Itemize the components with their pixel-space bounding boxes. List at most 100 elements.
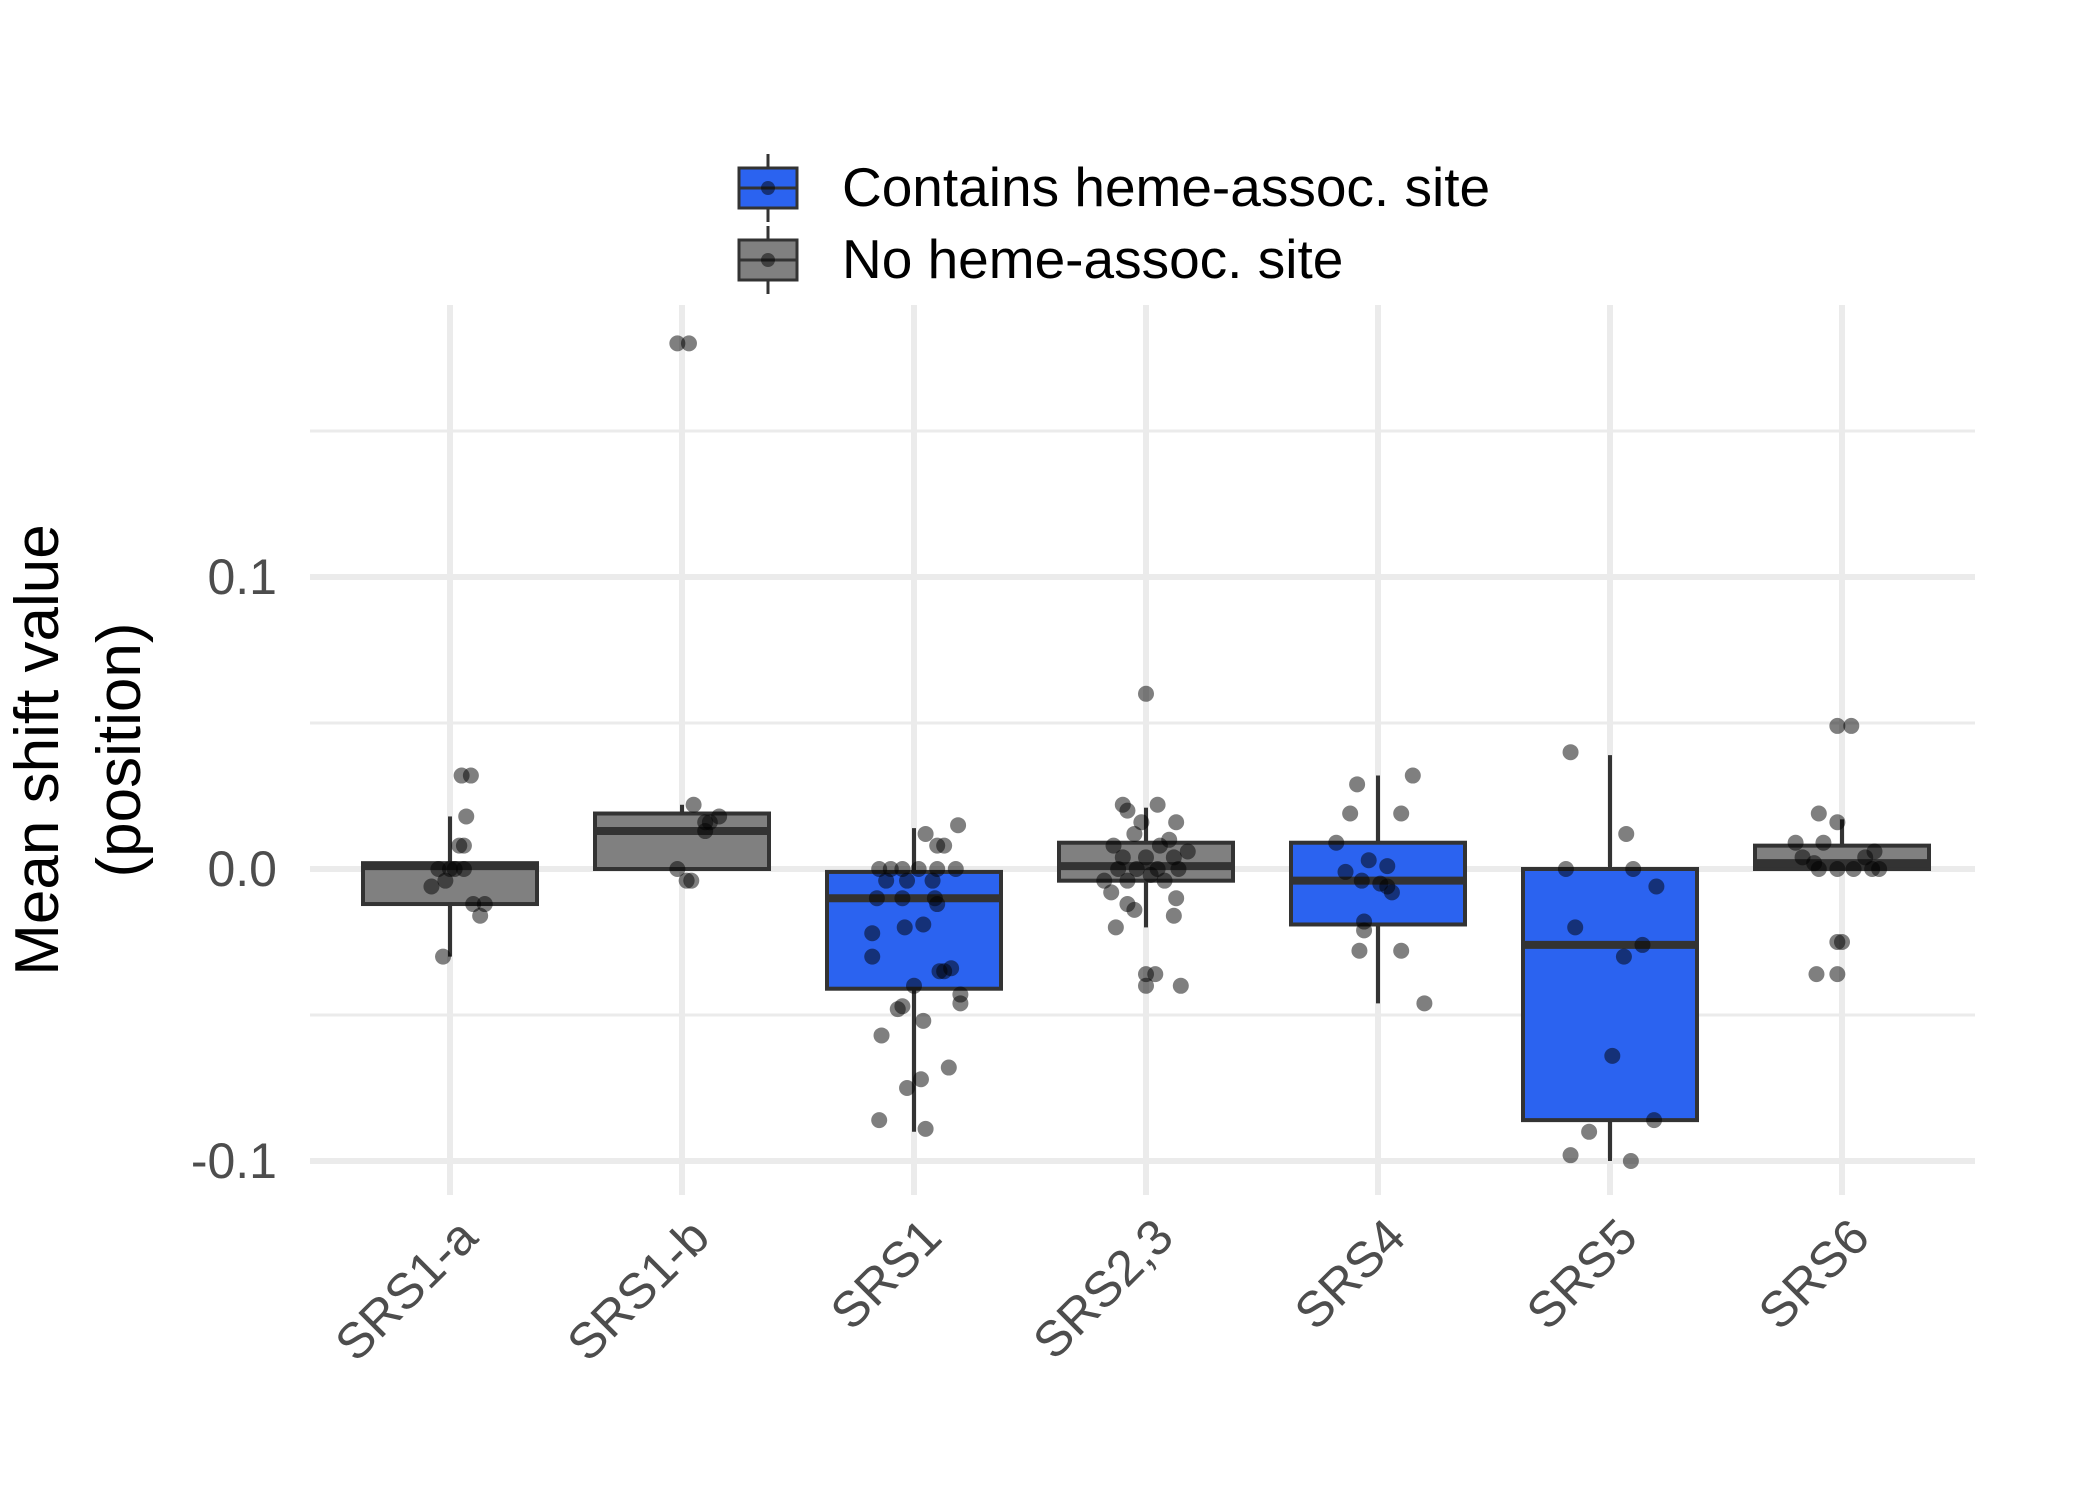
data-point — [1342, 805, 1359, 822]
grid — [310, 305, 1975, 1195]
data-point — [1179, 843, 1196, 860]
data-point — [1170, 861, 1187, 877]
data-point — [1625, 861, 1642, 877]
data-point — [950, 817, 967, 834]
legend: Contains heme-assoc. site No heme-assoc.… — [737, 154, 1490, 294]
data-point — [1328, 834, 1345, 851]
legend-label: Contains heme-assoc. site — [842, 156, 1490, 218]
data-point — [917, 1120, 934, 1137]
data-point — [1829, 717, 1846, 734]
data-point — [1379, 858, 1396, 875]
data-point — [929, 896, 946, 913]
data-point — [1562, 744, 1579, 761]
x-tick-label: SRS1-a — [324, 1208, 488, 1372]
data-point — [899, 1080, 916, 1096]
data-point — [1107, 919, 1124, 936]
data-point — [947, 861, 964, 877]
data-point — [1404, 767, 1421, 784]
x-tick-label: SRS1 — [820, 1208, 952, 1340]
data-point — [683, 872, 700, 889]
data-point — [1843, 717, 1860, 734]
data-point — [437, 872, 454, 889]
data-point — [1349, 776, 1366, 793]
data-point — [1151, 837, 1168, 854]
data-point — [669, 861, 686, 877]
data-point — [1383, 884, 1400, 901]
data-point — [896, 919, 913, 936]
data-point — [952, 995, 969, 1012]
data-point — [1866, 843, 1883, 860]
x-axis-tick-labels: SRS1-a SRS1-b SRS1 SRS2,3 SRS4 SRS5 SRS6 — [324, 1208, 1879, 1372]
data-point — [1351, 942, 1368, 959]
data-point — [430, 861, 447, 877]
data-point — [1615, 948, 1632, 965]
data-point — [1149, 796, 1166, 813]
data-point — [1133, 814, 1150, 831]
data-point — [423, 878, 440, 895]
data-point — [1871, 861, 1888, 877]
data-point — [1105, 837, 1122, 854]
data-point — [697, 814, 714, 831]
data-point — [1634, 936, 1651, 953]
data-point — [864, 925, 881, 942]
y-tick-label: -0.1 — [191, 1133, 277, 1189]
legend-label: No heme-assoc. site — [842, 228, 1343, 290]
data-point — [435, 948, 452, 965]
x-tick-label: SRS2,3 — [1022, 1208, 1183, 1369]
data-point — [1618, 825, 1635, 842]
data-point — [1165, 907, 1182, 924]
data-point — [899, 872, 916, 889]
data-point — [1646, 1112, 1663, 1129]
legend-key-dot — [761, 253, 775, 267]
box — [825, 869, 1003, 991]
data-point — [871, 861, 888, 877]
data-point — [1829, 814, 1846, 831]
data-point — [868, 890, 885, 907]
data-point — [910, 861, 927, 877]
data-point — [451, 837, 468, 854]
jitter-points — [423, 335, 1888, 1169]
data-point — [1815, 834, 1832, 851]
data-point — [472, 907, 489, 924]
x-tick-label: SRS6 — [1748, 1208, 1880, 1340]
y-tick-label: 0.0 — [207, 841, 277, 897]
data-point — [1138, 977, 1154, 994]
data-point — [1787, 834, 1804, 851]
data-point — [1138, 685, 1154, 702]
data-point — [1810, 861, 1827, 877]
data-point — [1356, 922, 1373, 939]
data-point — [1147, 966, 1164, 983]
data-point — [1353, 872, 1370, 889]
data-point — [1393, 942, 1410, 959]
data-point — [458, 808, 475, 825]
data-point — [462, 767, 479, 784]
y-tick-label: 0.1 — [207, 549, 277, 605]
box — [1521, 867, 1699, 1123]
data-point — [1156, 872, 1173, 889]
data-point — [1126, 825, 1143, 842]
data-point — [1172, 977, 1189, 994]
data-point — [1829, 861, 1846, 877]
data-point — [1096, 872, 1113, 889]
data-point — [873, 1027, 890, 1044]
y-axis-title-line-1: Mean shift value — [3, 524, 72, 975]
data-point — [1337, 863, 1354, 880]
data-point — [1168, 890, 1185, 907]
data-point — [940, 1059, 957, 1076]
data-point — [1557, 861, 1574, 877]
data-point — [455, 861, 472, 877]
data-point — [915, 916, 932, 933]
x-tick-label: SRS1-b — [556, 1208, 719, 1371]
data-point — [1622, 1153, 1639, 1169]
boxplot-SRS1 — [825, 828, 1003, 1132]
data-point — [1845, 861, 1862, 877]
data-point — [1142, 866, 1159, 883]
y-axis-title-line-2: (position) — [85, 623, 154, 878]
data-point — [1110, 861, 1127, 877]
data-point — [871, 1112, 888, 1129]
data-point — [1168, 814, 1185, 831]
boxplot-SRS1-b — [593, 804, 771, 872]
data-point — [936, 837, 953, 854]
x-tick-label: SRS4 — [1284, 1208, 1416, 1340]
data-point — [1810, 805, 1827, 822]
